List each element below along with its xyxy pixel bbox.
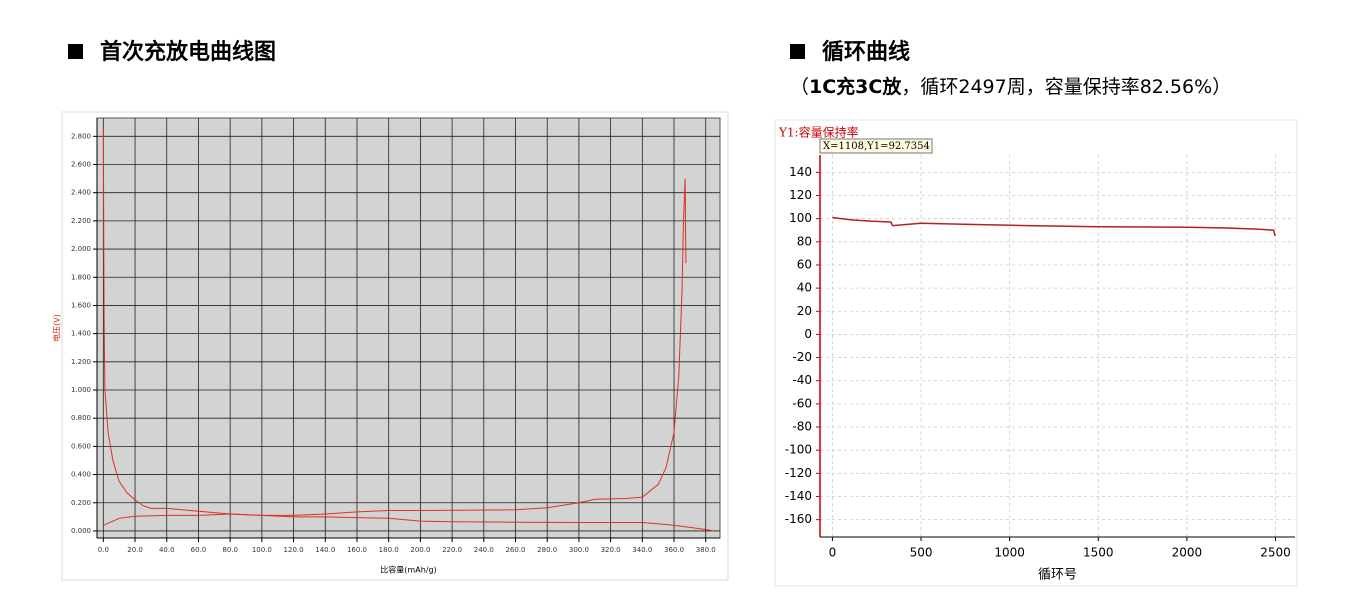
y-tick-label: 0.200 bbox=[71, 499, 91, 507]
x-tick-label: 280.0 bbox=[537, 546, 557, 554]
y-axis-label: 电压(V) bbox=[52, 314, 62, 342]
x-tick-label: 240.0 bbox=[474, 546, 494, 554]
tooltip-box bbox=[819, 138, 933, 154]
x-tick-label: 260.0 bbox=[505, 546, 525, 554]
plot-area bbox=[96, 117, 721, 539]
chart-title: 首次充放电曲线图 bbox=[100, 39, 276, 65]
y-tick-label: -140 bbox=[785, 489, 812, 503]
y-tick-label: 0 bbox=[804, 327, 812, 341]
x-tick-label: 160.0 bbox=[347, 546, 367, 554]
subtitle-part: ，循环2497周，容量保持率82.56%） bbox=[901, 76, 1231, 98]
subtitle-part: 1C充3C放 bbox=[809, 75, 902, 98]
x-tick-label: 180.0 bbox=[379, 546, 399, 554]
x-tick-label: 140.0 bbox=[315, 546, 335, 554]
x-tick-label: 200.0 bbox=[410, 546, 430, 554]
y-tick-label: 2.600 bbox=[71, 161, 91, 169]
y-tick-label: 2.800 bbox=[71, 132, 91, 140]
y-tick-label: 120 bbox=[789, 188, 812, 202]
x-tick-label: 20.0 bbox=[127, 546, 143, 554]
chart-title: 循环曲线 bbox=[822, 39, 910, 65]
y-tick-label: 40 bbox=[797, 281, 812, 295]
y-tick-label: -60 bbox=[792, 396, 812, 410]
x-tick-label: 0 bbox=[829, 546, 837, 560]
y-tick-label: 0.000 bbox=[71, 527, 91, 535]
x-axis-label: 循环号 bbox=[1038, 568, 1077, 583]
y-tick-label: 2.200 bbox=[71, 217, 91, 225]
x-tick-label: 0.0 bbox=[98, 546, 109, 554]
y-tick-label: 0.800 bbox=[71, 414, 91, 422]
x-tick-label: 2500 bbox=[1260, 546, 1291, 560]
x-tick-label: 1500 bbox=[1083, 546, 1114, 560]
x-tick-label: 360.0 bbox=[664, 546, 684, 554]
y-tick-label: 80 bbox=[797, 234, 812, 248]
y-tick-label: 1.000 bbox=[71, 386, 91, 394]
y-tick-label: 1.600 bbox=[71, 301, 91, 309]
plot-area bbox=[820, 155, 1295, 537]
y-tick-label: 1.800 bbox=[71, 273, 91, 281]
x-tick-label: 120.0 bbox=[284, 546, 304, 554]
y-tick-label: 100 bbox=[789, 211, 812, 225]
tooltip: X=1108,Y1=92.7354 bbox=[823, 141, 930, 152]
y-tick-label: -40 bbox=[792, 373, 812, 387]
y-tick-label: 1.200 bbox=[71, 358, 91, 366]
y-tick-label: -20 bbox=[792, 350, 812, 364]
bullet bbox=[790, 44, 805, 59]
y-tick-label: 1.400 bbox=[71, 330, 91, 338]
y-tick-label: -100 bbox=[785, 443, 812, 457]
y-tick-label: 2.400 bbox=[71, 189, 91, 197]
y-tick-label: 2.000 bbox=[71, 245, 91, 253]
x-tick-label: 300.0 bbox=[569, 546, 589, 554]
bullet bbox=[68, 44, 83, 59]
y-tick-label: 0.600 bbox=[71, 442, 91, 450]
data-line bbox=[103, 178, 687, 526]
x-tick-label: 100.0 bbox=[252, 546, 272, 554]
x-tick-label: 320.0 bbox=[601, 546, 621, 554]
y-tick-label: 140 bbox=[789, 165, 812, 179]
x-tick-label: 340.0 bbox=[632, 546, 652, 554]
chart-subtitle: （1C充3C放，循环2497周，容量保持率82.56%） bbox=[790, 75, 1231, 98]
y-tick-label: -160 bbox=[785, 512, 812, 526]
y-tick-label: 60 bbox=[797, 257, 812, 271]
y-axis-title: Y1:容量保持率 bbox=[778, 125, 859, 140]
x-tick-label: 380.0 bbox=[696, 546, 716, 554]
x-tick-label: 220.0 bbox=[442, 546, 462, 554]
y-tick-label: 20 bbox=[797, 304, 812, 318]
y-tick-label: 0.400 bbox=[71, 471, 91, 479]
x-tick-label: 80.0 bbox=[222, 546, 238, 554]
y-tick-label: -80 bbox=[792, 420, 812, 434]
x-tick-label: 2000 bbox=[1172, 546, 1203, 560]
x-axis-label: 比容量(mAh/g) bbox=[380, 565, 436, 575]
data-line bbox=[832, 216, 1276, 237]
subtitle-part: （ bbox=[790, 76, 809, 98]
x-tick-label: 60.0 bbox=[191, 546, 207, 554]
x-tick-label: 500 bbox=[910, 546, 933, 560]
y-tick-label: -120 bbox=[785, 466, 812, 480]
x-tick-label: 1000 bbox=[994, 546, 1025, 560]
x-tick-label: 40.0 bbox=[159, 546, 175, 554]
